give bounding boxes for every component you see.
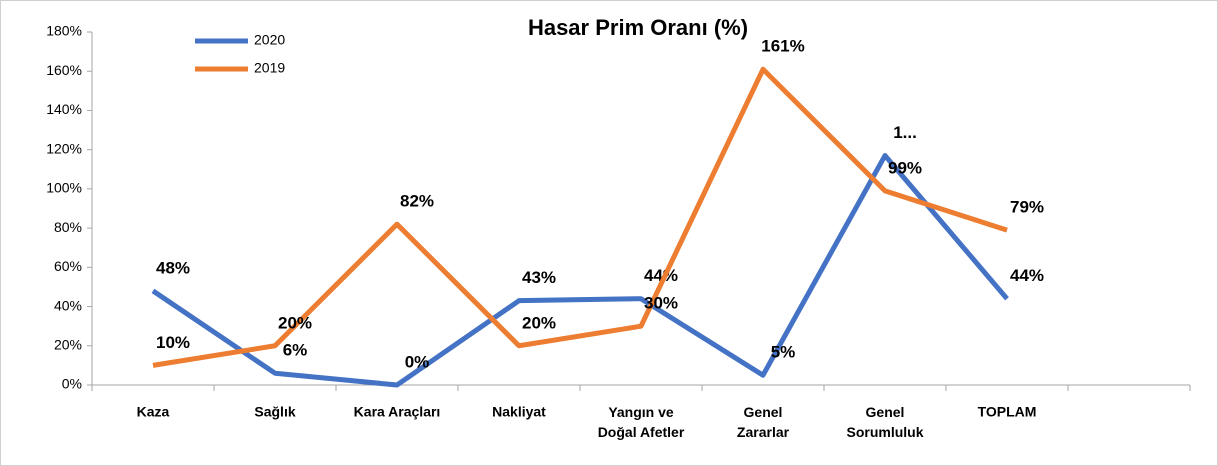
x-tick-label: TOPLAM [978,404,1037,420]
data-label: 161% [761,37,804,56]
x-tick-label: Genel Sorumluluk [846,404,923,440]
x-tick-label: Nakliyat [492,404,546,420]
y-tick-label: 100% [46,180,82,196]
y-tick-label: 180% [46,23,82,39]
data-label: 20% [278,313,312,332]
y-tick-label: 20% [54,336,82,352]
data-label: 30% [644,294,678,313]
y-tick-label: 120% [46,140,82,156]
data-label: 5% [771,343,796,362]
x-tick-label: Yangın ve Doğal Afetler [598,404,685,440]
y-tick-label: 80% [54,219,82,235]
y-tick-label: 160% [46,62,82,78]
series-line [152,66,1008,368]
data-label: 82% [400,192,434,211]
x-tick-label: Sağlık [254,404,295,420]
y-tick-label: 140% [46,101,82,117]
data-label: 0% [405,352,430,371]
data-label: 10% [156,333,190,352]
legend-label: 2019 [254,60,285,76]
series-line [151,153,1009,388]
data-label: 20% [522,313,556,332]
y-tick-label: 0% [62,376,82,392]
y-tick-label: 40% [54,297,82,313]
chart-title: Hasar Prim Oranı (%) [528,15,748,40]
data-label: 1... [893,123,917,142]
data-label: 48% [156,258,190,277]
y-tick-label: 60% [54,258,82,274]
data-label: 99% [888,158,922,177]
x-tick-label: Kaza [137,404,170,420]
data-label: 6% [283,341,308,360]
x-tick-label: Kara Araçları [354,404,441,420]
data-label: 43% [522,268,556,287]
x-tick-label: Genel Zararlar [737,404,790,440]
data-label: 79% [1010,198,1044,217]
data-label: 44% [1010,266,1044,285]
legend-label: 2020 [254,32,285,48]
